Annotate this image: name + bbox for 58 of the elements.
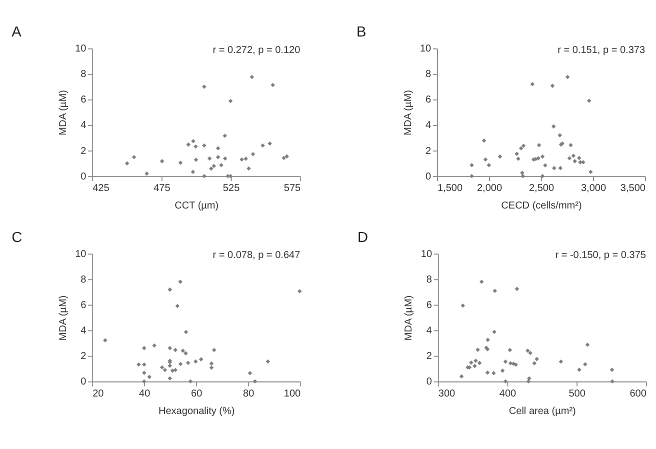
x-tick-label: 2,000 [476,183,502,194]
y-tick-label: 10 [75,44,87,55]
y-tick-label: 4 [80,326,87,337]
y-tick-label: 6 [426,94,432,106]
y-tick-label: 0 [426,376,432,388]
chart-title: B [356,24,366,41]
x-tick-label: 600 [630,388,647,400]
annotation: r = 0.078, p = 0.647 [212,250,301,262]
x-axis-title: CECD (cells/mm²) [501,200,582,212]
x-tick-label: 575 [284,183,302,194]
x-tick-label: 3,000 [580,183,606,194]
y-tick-label: 4 [80,120,87,132]
x-tick-label: 475 [154,183,171,194]
y-tick-label: 4 [426,120,432,132]
y-tick-label: 10 [420,248,432,260]
chart-title: C [12,230,22,246]
x-tick-label: 425 [92,183,110,194]
y-tick-label: 0 [80,171,87,182]
y-tick-label: 2 [426,351,432,362]
x-tick-label: 3,500 [620,183,646,194]
annotation: r = 0.272, p = 0.120 [212,44,301,56]
y-tick-label: 6 [80,300,87,311]
x-tick-label: 40 [139,388,151,400]
y-tick-label: 6 [426,300,432,311]
y-tick-label: 2 [426,146,432,157]
x-tick-label: 1,500 [437,183,463,194]
y-tick-label: 2 [80,351,87,362]
x-tick-label: 300 [438,388,456,400]
y-tick-label: 8 [80,69,87,80]
y-tick-label: 0 [80,376,87,388]
x-tick-label: 2,500 [528,183,554,194]
y-tick-label: 10 [75,248,87,260]
x-axis-title: CCT (µm) [174,200,219,212]
y-tick-label: 6 [80,94,87,106]
x-tick-label: 525 [222,183,240,194]
y-axis-title: MDA (µM) [402,90,414,136]
x-tick-label: 20 [92,388,104,400]
y-tick-label: 4 [426,326,432,337]
y-tick-label: 10 [420,44,432,55]
chart-title: D [357,230,368,246]
y-tick-label: 8 [426,69,432,80]
x-axis-title: Cell area (µm²) [508,406,576,417]
y-tick-label: 8 [426,274,432,286]
y-axis-title: MDA (µM) [58,295,69,341]
y-axis-title: MDA (µM) [404,295,415,341]
y-tick-label: 2 [80,146,87,157]
annotation: r = -0.150, p = 0.375 [555,250,646,262]
x-tick-label: 80 [243,388,255,400]
x-tick-label: 500 [568,388,586,400]
annotation: r = 0.151, p = 0.373 [558,44,646,56]
x-tick-label: 60 [191,388,203,400]
x-tick-label: 100 [284,388,302,400]
x-tick-label: 400 [499,388,517,400]
x-axis-title: Hexagonality (%) [158,406,235,417]
chart-title: A [12,24,22,41]
y-axis-title: MDA (µM) [58,90,69,136]
y-tick-label: 8 [80,274,87,286]
y-tick-label: 0 [426,171,432,182]
